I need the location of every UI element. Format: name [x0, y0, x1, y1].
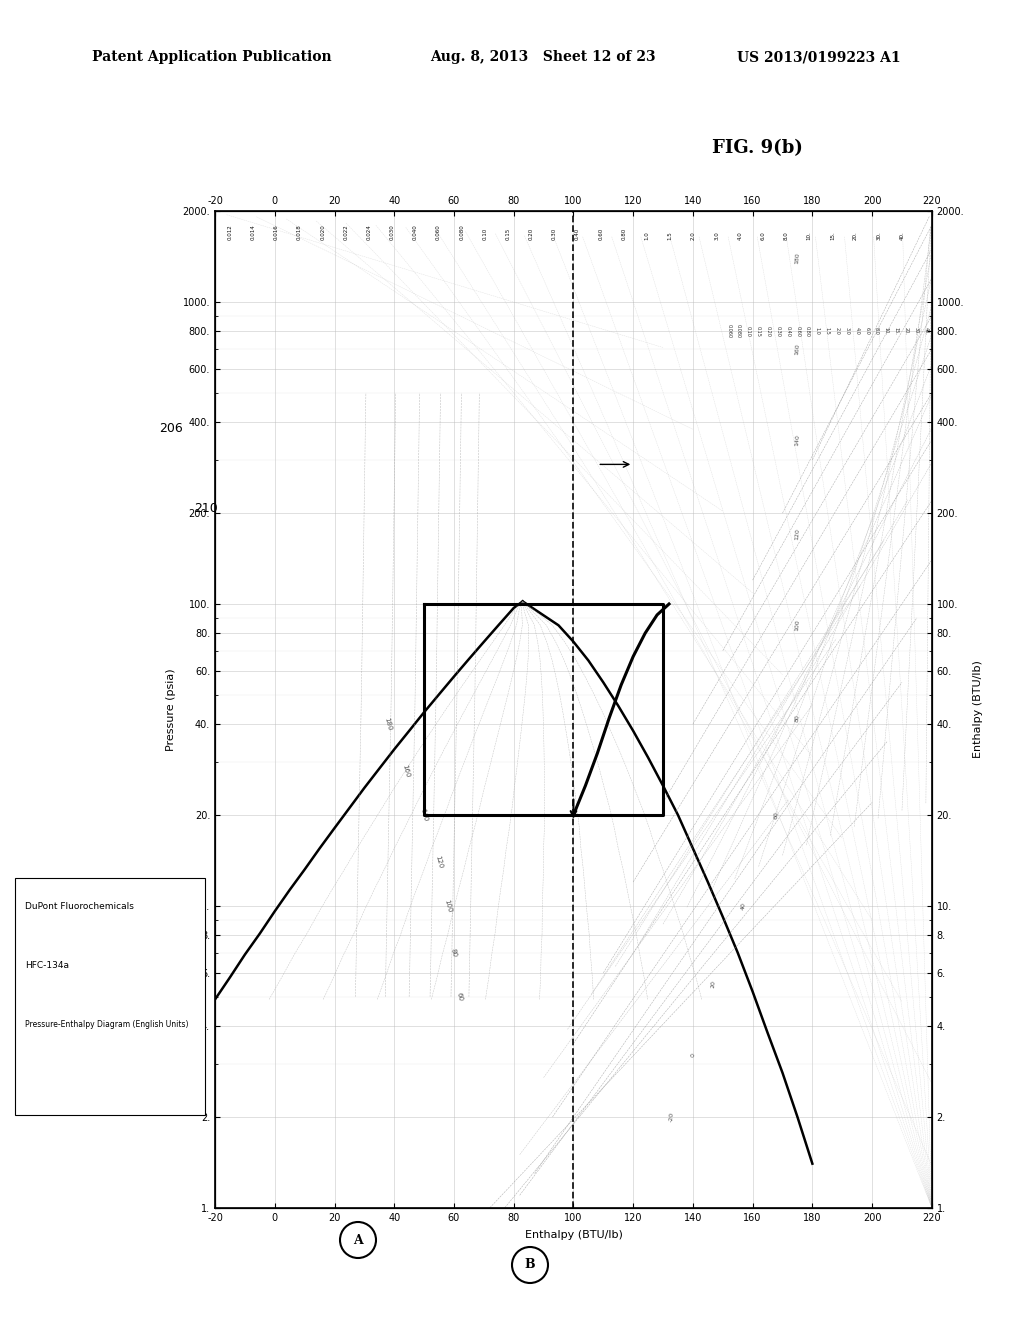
Text: 8.0: 8.0 — [783, 232, 788, 240]
Text: 2.0: 2.0 — [835, 327, 840, 335]
Text: 0.060: 0.060 — [726, 325, 731, 338]
Text: 100: 100 — [795, 619, 801, 631]
Text: 1.5: 1.5 — [824, 327, 829, 335]
X-axis label: Enthalpy (BTU/lb): Enthalpy (BTU/lb) — [524, 1230, 623, 1239]
Text: 160: 160 — [795, 343, 801, 355]
Text: 3.0: 3.0 — [714, 232, 719, 240]
Text: 180: 180 — [795, 252, 801, 264]
Text: 20.: 20. — [853, 232, 858, 240]
Text: 0.016: 0.016 — [273, 224, 279, 240]
Text: 0.020: 0.020 — [321, 224, 326, 240]
Text: DuPont Fluorochemicals: DuPont Fluorochemicals — [25, 902, 134, 911]
Text: 4.0: 4.0 — [854, 327, 859, 335]
Text: 0.15: 0.15 — [756, 326, 761, 337]
Text: 0.20: 0.20 — [766, 326, 771, 337]
Text: 0.30: 0.30 — [775, 326, 780, 337]
Text: 6.0: 6.0 — [761, 232, 765, 240]
Text: 0.80: 0.80 — [805, 326, 810, 337]
Text: 1.0: 1.0 — [815, 327, 820, 335]
Text: 2.0: 2.0 — [691, 232, 696, 240]
Text: Pressure-Enthalpy Diagram (English Units): Pressure-Enthalpy Diagram (English Units… — [25, 1020, 188, 1030]
Text: 0.030: 0.030 — [390, 224, 394, 240]
Text: 80: 80 — [795, 714, 801, 722]
Text: 30.: 30. — [877, 232, 882, 240]
Text: 30.: 30. — [913, 327, 919, 335]
Y-axis label: Enthalpy (BTU/lb): Enthalpy (BTU/lb) — [973, 660, 983, 759]
Text: 0.30: 0.30 — [552, 228, 557, 240]
Text: 3.0: 3.0 — [845, 327, 850, 335]
Y-axis label: Pressure (psia): Pressure (psia) — [166, 668, 175, 751]
Text: US 2013/0199223 A1: US 2013/0199223 A1 — [737, 50, 901, 65]
Text: 140: 140 — [420, 808, 429, 822]
Text: 0.60: 0.60 — [796, 326, 800, 337]
Text: Patent Application Publication: Patent Application Publication — [92, 50, 332, 65]
Text: 10.: 10. — [807, 232, 812, 240]
Text: 0.60: 0.60 — [598, 228, 603, 240]
Text: 40.: 40. — [924, 327, 929, 335]
Text: 100: 100 — [443, 899, 453, 913]
Text: 0.40: 0.40 — [575, 228, 580, 240]
Text: 8.0: 8.0 — [874, 327, 879, 335]
Text: 0.018: 0.018 — [297, 224, 302, 240]
Text: 0.060: 0.060 — [436, 224, 441, 240]
Text: 60: 60 — [774, 810, 779, 820]
Text: 80: 80 — [450, 948, 458, 958]
Text: 0.40: 0.40 — [785, 326, 791, 337]
Text: 0.10: 0.10 — [482, 228, 487, 240]
Text: 0.80: 0.80 — [622, 228, 627, 240]
Text: 15.: 15. — [894, 327, 899, 335]
Text: 10.: 10. — [884, 327, 889, 335]
Text: B: B — [524, 1258, 536, 1271]
Text: 180: 180 — [384, 717, 393, 731]
Text: 0.080: 0.080 — [736, 325, 741, 338]
Text: 0.024: 0.024 — [367, 224, 372, 240]
Text: 15.: 15. — [830, 232, 835, 240]
Text: Aug. 8, 2013   Sheet 12 of 23: Aug. 8, 2013 Sheet 12 of 23 — [430, 50, 655, 65]
Text: 210: 210 — [195, 502, 218, 515]
Text: 20: 20 — [711, 981, 717, 989]
Text: 120: 120 — [795, 528, 801, 540]
Text: 0.022: 0.022 — [343, 224, 348, 240]
Text: 6.0: 6.0 — [864, 327, 869, 335]
Text: 0.080: 0.080 — [459, 224, 464, 240]
Text: 20.: 20. — [903, 327, 908, 335]
Text: 0.10: 0.10 — [745, 326, 751, 337]
Text: 0.014: 0.014 — [251, 224, 256, 240]
Text: 0.15: 0.15 — [506, 228, 511, 240]
Text: 0.20: 0.20 — [528, 228, 534, 240]
Text: 40.: 40. — [899, 232, 904, 240]
Text: 1.5: 1.5 — [668, 232, 673, 240]
Text: 4.0: 4.0 — [737, 232, 742, 240]
Text: FIG. 9(b): FIG. 9(b) — [712, 139, 803, 157]
Text: 60: 60 — [456, 991, 464, 1002]
Text: 140: 140 — [795, 434, 801, 446]
Text: HFC-134a: HFC-134a — [25, 961, 69, 970]
Text: 206: 206 — [159, 422, 182, 436]
Text: 40: 40 — [740, 902, 746, 909]
Text: 160: 160 — [401, 763, 411, 779]
Text: 0.040: 0.040 — [413, 224, 418, 240]
Text: 120: 120 — [434, 854, 443, 869]
Text: 1.0: 1.0 — [644, 232, 649, 240]
Text: A: A — [353, 1233, 362, 1246]
Text: 0.012: 0.012 — [227, 224, 232, 240]
Text: -20: -20 — [669, 1111, 675, 1122]
Text: 0: 0 — [690, 1053, 695, 1057]
